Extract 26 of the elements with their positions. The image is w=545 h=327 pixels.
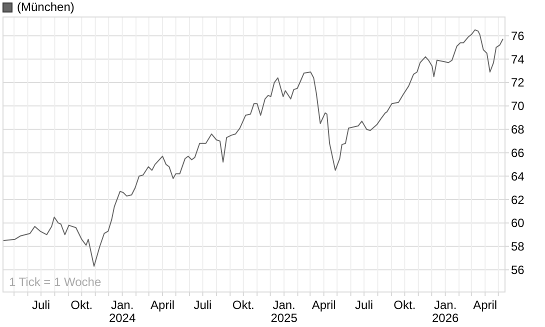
x-tick-label: April [312,298,336,312]
x-tick-label: Juli [355,298,374,312]
y-tick-label: 70 [511,99,525,114]
line-series [3,29,504,267]
y-tick-label: 68 [511,122,525,137]
x-tick-label: Okt. [232,298,254,312]
x-tick-label: Jan. 2024 [108,298,136,325]
y-tick-label: 66 [511,146,525,160]
y-tick-label: 76 [511,28,525,43]
x-tick-label: April [150,298,175,312]
y-tick-label: 72 [511,76,525,90]
x-tick-label: Okt. [394,298,416,312]
y-tick-label: 58 [511,240,525,254]
x-tick-label: April [473,298,498,312]
x-tick-label: Jan. 2026 [432,298,460,325]
x-tick-label: Juli [194,298,212,312]
y-tick-label: 60 [511,216,525,230]
legend-label: (München) [17,0,74,14]
y-tick-label: 62 [511,192,525,207]
y-tick-label: 64 [511,169,525,184]
x-tick-label: Juli [32,298,50,312]
x-tick-label: Okt. [70,298,93,312]
x-tick-label: Jan. 2025 [270,298,298,325]
y-tick-label: 56 [511,262,525,277]
annotation: 1 Tick = 1 Woche [9,275,102,289]
y-tick-label: 74 [511,52,525,66]
